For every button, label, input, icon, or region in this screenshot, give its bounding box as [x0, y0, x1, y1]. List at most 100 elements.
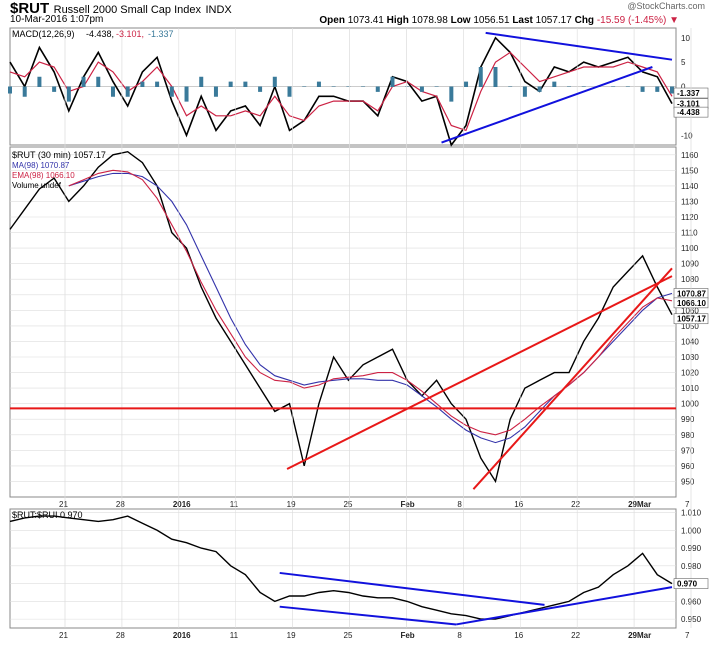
- macd-y-tick-label: 10: [681, 34, 690, 43]
- macd-histogram-bar: [272, 76, 277, 87]
- macd-y-tick-label: 5: [681, 58, 686, 67]
- ratio-x-tick-label: 16: [514, 631, 523, 640]
- high-label: High: [386, 15, 409, 26]
- macd-histogram-bar: [287, 86, 292, 97]
- low-label: Low: [450, 15, 471, 26]
- macd-histogram-bar: [243, 81, 248, 87]
- macd-histogram-bar: [22, 86, 27, 97]
- price-y-tick-label: 1140: [681, 182, 699, 191]
- volume-legend: Volume undef: [12, 181, 62, 190]
- ratio-y-tick-label: 0.980: [681, 562, 702, 571]
- price-x-tick-label: 11: [230, 500, 239, 509]
- ratio-x-tick-label: 19: [287, 631, 296, 640]
- ratio-value-tag-label: 0.970: [677, 580, 698, 589]
- macd-legend-v1: -4.438,: [86, 29, 114, 39]
- macd-histogram-bar: [493, 67, 498, 87]
- macd-histogram-bar: [522, 86, 527, 97]
- timestamp: 10-Mar-2016 1:07pm: [10, 14, 104, 25]
- macd-histogram-bar: [8, 86, 12, 94]
- macd-histogram-bar: [375, 86, 380, 92]
- macd-histogram-bar: [155, 81, 160, 87]
- macd-histogram-bar: [125, 86, 130, 97]
- ratio-x-tick-label: 29Mar: [628, 631, 651, 640]
- price-x-tick-label: 2016: [173, 500, 191, 509]
- price-red-trendline-2: [472, 267, 673, 490]
- ratio-x-tick-label: 11: [230, 631, 239, 640]
- macd-histogram-bar: [405, 86, 410, 87]
- price-x-tick-label: Feb: [400, 500, 414, 509]
- macd-histogram-bar: [361, 86, 366, 87]
- ema98-line: [68, 169, 673, 436]
- price-y-tick-label: 1040: [681, 337, 699, 346]
- price-y-tick-label: 970: [681, 446, 695, 455]
- macd-histogram-bar: [184, 86, 189, 102]
- price-y-tick-label: 1120: [681, 213, 699, 222]
- macd-blue-trendline-upper: [485, 31, 673, 61]
- macd-legend-v3: -1.337: [148, 29, 174, 39]
- chg-value: -15.59 (-1.45%): [596, 15, 667, 26]
- macd-histogram-bar: [140, 81, 145, 87]
- chart-header: $RUT Russell 2000 Small Cap Index INDX: [10, 0, 232, 18]
- ratio-x-tick-label: Feb: [400, 631, 414, 640]
- high-value: 1078.98: [411, 15, 448, 26]
- macd-line: [9, 36, 673, 147]
- macd-histogram-bar: [537, 86, 542, 92]
- macd-histogram-bar: [581, 86, 586, 87]
- macd-histogram-bar: [110, 86, 115, 97]
- macd-histogram-bar: [655, 86, 660, 92]
- macd-histogram-bar: [508, 86, 513, 87]
- price-x-tick-label: 16: [514, 500, 523, 509]
- macd-histogram-bar: [478, 67, 483, 87]
- macd-blue-trendline-lower: [441, 66, 653, 144]
- macd-legend-prefix: MACD(12,26,9): [12, 29, 75, 39]
- price-y-tick-label: 1060: [681, 306, 699, 315]
- price-line: [9, 150, 673, 484]
- macd-histogram-bar: [390, 76, 395, 87]
- price-y-tick-label: 1050: [681, 322, 699, 331]
- ma-legend: MA(98) 1070.87: [12, 161, 70, 170]
- macd-histogram-bar: [625, 86, 630, 87]
- price-y-tick-label: 1160: [681, 151, 699, 160]
- macd-histogram-bar: [199, 76, 204, 87]
- ratio-blue-trendline-upper: [279, 571, 545, 606]
- macd-histogram-bar: [316, 81, 321, 87]
- ratio-frame: [9, 508, 677, 629]
- price-value-tag-label: 1070.87: [677, 289, 706, 298]
- exchange-label: INDX: [205, 4, 232, 16]
- low-value: 1056.51: [473, 15, 510, 26]
- ratio-value-tag: [673, 578, 709, 589]
- price-y-tick-label: 1080: [681, 275, 699, 284]
- macd-histogram-bar: [331, 86, 336, 87]
- macd-histogram-bar: [66, 86, 71, 102]
- last-value: 1057.17: [535, 15, 572, 26]
- price-x-tick-label: 19: [287, 500, 296, 509]
- price-legend: $RUT (30 min) 1057.17: [12, 150, 106, 160]
- macd-histogram-bar: [96, 76, 101, 87]
- price-x-tick-label: 21: [59, 500, 68, 509]
- ratio-blue-trendline-rising: [456, 586, 673, 626]
- price-y-tick-label: 950: [681, 477, 695, 486]
- ratio-x-tick-label: 22: [571, 631, 580, 640]
- macd-histogram-bar: [213, 86, 218, 97]
- macd-histogram-bar: [611, 86, 616, 87]
- price-x-tick-label: 7: [685, 500, 690, 509]
- ema-legend: EMA(98) 1066.10: [12, 171, 75, 180]
- ratio-line: [9, 515, 673, 620]
- price-y-tick-label: 1020: [681, 369, 699, 378]
- open-value: 1073.41: [347, 15, 384, 26]
- watermark: @StockCharts.com: [627, 1, 705, 11]
- ratio-x-tick-label: 21: [59, 631, 68, 640]
- macd-value-tag-label: -1.337: [677, 89, 700, 98]
- macd-y-tick-label: 0: [681, 83, 686, 92]
- price-red-trendline-1: [286, 275, 673, 470]
- price-y-tick-label: 960: [681, 462, 695, 471]
- symbol-label: $RUT: [10, 0, 50, 17]
- price-y-tick-label: 1000: [681, 400, 699, 409]
- macd-value-tag-label: -4.438: [677, 108, 700, 117]
- ma98-line: [68, 172, 673, 444]
- index-name: Russell 2000 Small Cap Index: [53, 4, 201, 16]
- price-y-tick-label: 980: [681, 431, 695, 440]
- macd-histogram-bar: [419, 86, 424, 92]
- macd-histogram-bar: [81, 76, 86, 87]
- price-value-tag-label: 1057.17: [677, 315, 706, 324]
